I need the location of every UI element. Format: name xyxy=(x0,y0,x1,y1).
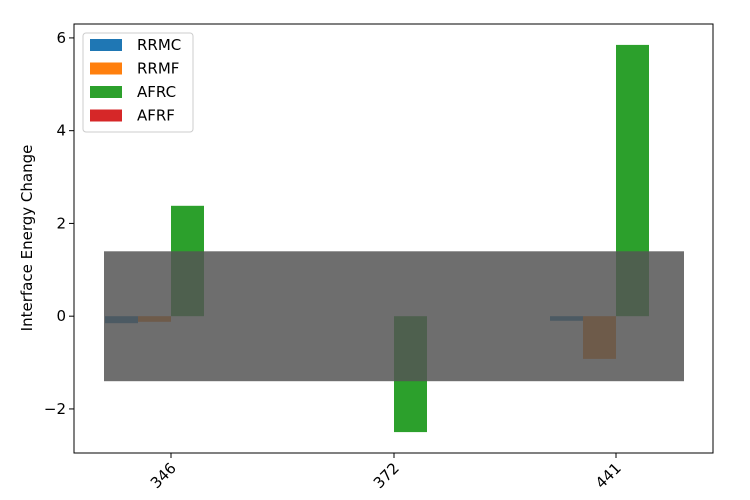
y-tick-label: 0 xyxy=(56,307,66,325)
threshold-band xyxy=(104,251,684,382)
y-axis: −2 0 2 4 6 xyxy=(44,29,74,418)
legend: RRMC RRMF AFRC AFRF xyxy=(82,32,194,133)
y-tick-label: −2 xyxy=(44,400,66,418)
x-tick-label: 346 xyxy=(147,459,180,492)
legend-swatch-afrf xyxy=(90,109,122,122)
x-tick-label: 441 xyxy=(592,459,625,492)
legend-label-afrc: AFRC xyxy=(137,83,176,101)
y-tick-label: 6 xyxy=(56,29,66,47)
legend-swatch-rrmc xyxy=(90,39,122,51)
legend-box xyxy=(82,32,194,133)
legend-label-rrmf: RRMF xyxy=(137,60,179,78)
y-tick-label: 2 xyxy=(56,214,66,232)
x-tick-label: 372 xyxy=(370,459,403,492)
y-tick-label: 4 xyxy=(56,122,66,140)
legend-swatch-rrmf xyxy=(90,62,122,75)
legend-label-rrmc: RRMC xyxy=(137,36,181,54)
legend-swatch-afrc xyxy=(90,86,122,98)
y-axis-label: Interface Energy Change xyxy=(18,145,36,332)
legend-label-afrf: AFRF xyxy=(137,107,175,125)
x-axis: 346 372 441 xyxy=(147,453,625,492)
